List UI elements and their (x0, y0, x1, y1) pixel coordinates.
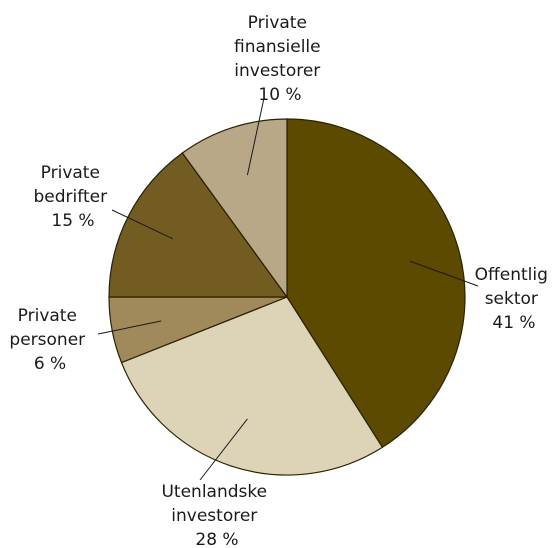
leader-line (409, 260, 479, 287)
pie-slice (120, 296, 384, 476)
pie-slices (108, 118, 466, 476)
leader-line (246, 97, 265, 176)
pie-slice (181, 118, 288, 299)
label-private-finansielle-investorer: Private finansielle investorer 10 % (234, 13, 326, 105)
leader-lines (97, 97, 479, 481)
leader-line (111, 209, 174, 240)
leader-line (97, 320, 162, 335)
pie-slice (108, 152, 289, 298)
leader-line (199, 418, 248, 481)
pie-slice (286, 118, 466, 449)
label-private-bedrifter: Private bedrifter 15 % (34, 163, 113, 231)
label-private-personer: Private personer 6 % (9, 306, 90, 374)
label-offentlig-sektor: Offentlig sektor 41 % (475, 265, 554, 333)
label-utenlandske-investorer: Utenlandske investorer 28 % (161, 482, 272, 548)
